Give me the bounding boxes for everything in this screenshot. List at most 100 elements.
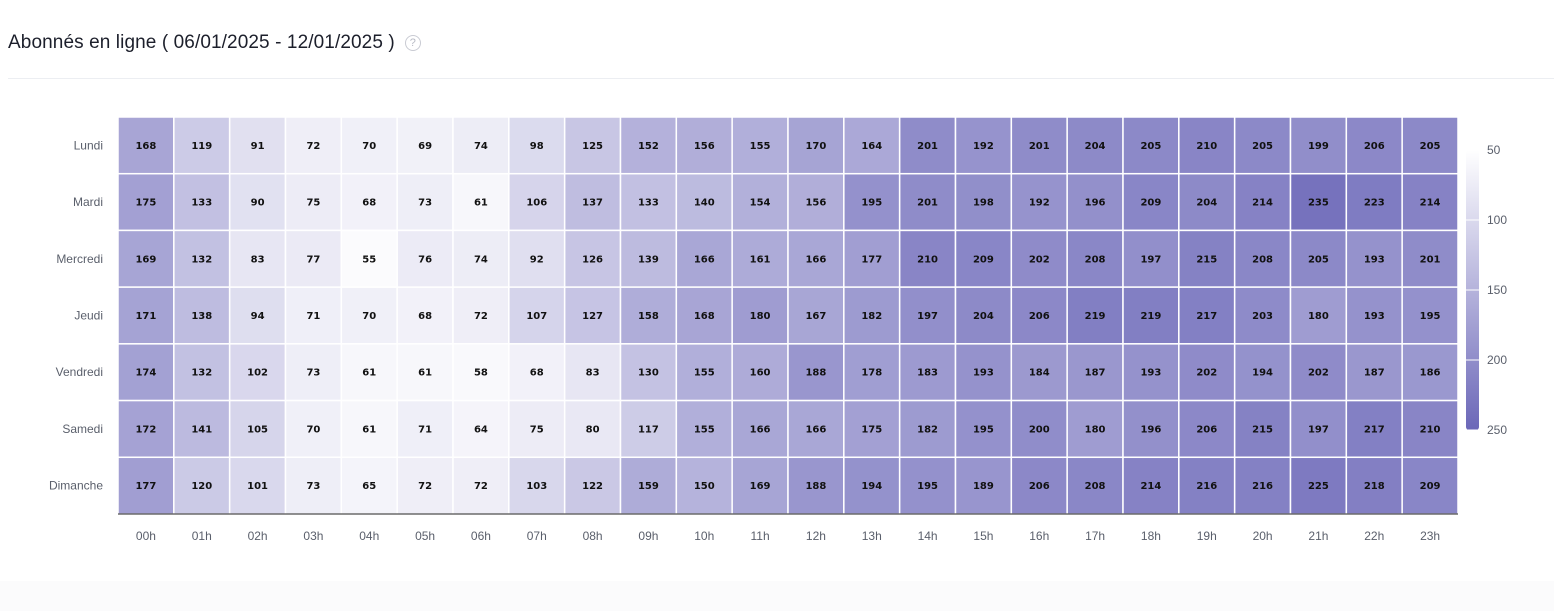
heatmap-cell[interactable]: [1178, 286, 1236, 345]
heatmap-cell[interactable]: [117, 343, 175, 402]
heatmap-cell[interactable]: [563, 286, 622, 345]
heatmap-cell[interactable]: [954, 456, 1013, 515]
heatmap-cell[interactable]: [228, 399, 287, 459]
heatmap-cell[interactable]: [284, 172, 343, 232]
heatmap-cell[interactable]: [898, 343, 957, 402]
heatmap-cell[interactable]: [452, 116, 510, 175]
heatmap-cell[interactable]: [843, 286, 901, 345]
heatmap-cell[interactable]: [117, 456, 175, 515]
heatmap-cell[interactable]: [284, 229, 343, 288]
heatmap-cell[interactable]: [1010, 172, 1068, 232]
heatmap-cell[interactable]: [340, 456, 398, 515]
heatmap-cell[interactable]: [1178, 116, 1236, 175]
heatmap-cell[interactable]: [787, 399, 845, 459]
heatmap-cell[interactable]: [452, 343, 510, 402]
heatmap-cell[interactable]: [1289, 172, 1348, 232]
heatmap-cell[interactable]: [1345, 343, 1403, 402]
heatmap-cell[interactable]: [1289, 343, 1348, 402]
heatmap-cell[interactable]: [1345, 286, 1403, 345]
heatmap-cell[interactable]: [1122, 286, 1180, 345]
heatmap-cell[interactable]: [1345, 172, 1403, 232]
heatmap-cell[interactable]: [954, 399, 1013, 459]
heatmap-cell[interactable]: [1233, 456, 1292, 515]
heatmap-cell[interactable]: [1122, 116, 1180, 175]
heatmap-cell[interactable]: [117, 116, 175, 175]
heatmap-cell[interactable]: [340, 343, 398, 402]
heatmap-cell[interactable]: [619, 456, 678, 515]
heatmap-cell[interactable]: [1233, 286, 1292, 345]
heatmap-cell[interactable]: [1401, 172, 1459, 232]
heatmap-cell[interactable]: [675, 286, 733, 345]
heatmap-cell[interactable]: [396, 172, 454, 232]
heatmap-cell[interactable]: [1233, 343, 1292, 402]
heatmap-cell[interactable]: [173, 399, 231, 459]
heatmap-cell[interactable]: [1178, 172, 1236, 232]
heatmap-cell[interactable]: [619, 343, 678, 402]
heatmap-cell[interactable]: [1401, 286, 1459, 345]
heatmap-cell[interactable]: [117, 399, 175, 459]
heatmap-cell[interactable]: [1010, 456, 1068, 515]
heatmap-cell[interactable]: [898, 456, 957, 515]
heatmap-cell[interactable]: [508, 116, 566, 175]
heatmap-cell[interactable]: [284, 456, 343, 515]
heatmap-cell[interactable]: [173, 343, 231, 402]
heatmap-cell[interactable]: [787, 286, 845, 345]
heatmap-cell[interactable]: [731, 172, 789, 232]
heatmap-cell[interactable]: [508, 229, 566, 288]
heatmap-cell[interactable]: [675, 343, 733, 402]
heatmap-cell[interactable]: [228, 343, 287, 402]
heatmap-cell[interactable]: [396, 399, 454, 459]
heatmap-cell[interactable]: [228, 172, 287, 232]
heatmap-cell[interactable]: [954, 116, 1013, 175]
heatmap-cell[interactable]: [731, 229, 789, 288]
heatmap-cell[interactable]: [898, 286, 957, 345]
heatmap-cell[interactable]: [1010, 229, 1068, 288]
heatmap-cell[interactable]: [731, 343, 789, 402]
heatmap-cell[interactable]: [675, 399, 733, 459]
heatmap-cell[interactable]: [1345, 456, 1403, 515]
heatmap-cell[interactable]: [1401, 229, 1459, 288]
heatmap-cell[interactable]: [1233, 116, 1292, 175]
heatmap-cell[interactable]: [228, 286, 287, 345]
heatmap-cell[interactable]: [1010, 116, 1068, 175]
heatmap-cell[interactable]: [563, 116, 622, 175]
heatmap-cell[interactable]: [173, 229, 231, 288]
heatmap-cell[interactable]: [898, 229, 957, 288]
heatmap-cell[interactable]: [452, 229, 510, 288]
heatmap-cell[interactable]: [173, 172, 231, 232]
heatmap-cell[interactable]: [396, 229, 454, 288]
heatmap-cell[interactable]: [1401, 399, 1459, 459]
heatmap-cell[interactable]: [1010, 399, 1068, 459]
heatmap-cell[interactable]: [173, 456, 231, 515]
heatmap-cell[interactable]: [1401, 116, 1459, 175]
heatmap-cell[interactable]: [117, 229, 175, 288]
heatmap-cell[interactable]: [1233, 399, 1292, 459]
heatmap-cell[interactable]: [898, 116, 957, 175]
heatmap-cell[interactable]: [508, 343, 566, 402]
heatmap-cell[interactable]: [340, 399, 398, 459]
heatmap-cell[interactable]: [675, 229, 733, 288]
heatmap-cell[interactable]: [284, 286, 343, 345]
heatmap-cell[interactable]: [898, 172, 957, 232]
heatmap-cell[interactable]: [1066, 116, 1124, 175]
heatmap-cell[interactable]: [954, 286, 1013, 345]
heatmap-cell[interactable]: [1233, 172, 1292, 232]
help-icon[interactable]: ?: [404, 35, 421, 51]
heatmap-cell[interactable]: [1401, 343, 1459, 402]
heatmap-cell[interactable]: [340, 286, 398, 345]
heatmap-cell[interactable]: [508, 286, 566, 345]
heatmap-cell[interactable]: [619, 172, 678, 232]
heatmap-cell[interactable]: [787, 343, 845, 402]
heatmap-cell[interactable]: [1289, 399, 1348, 459]
heatmap-cell[interactable]: [563, 172, 622, 232]
heatmap-cell[interactable]: [1066, 343, 1124, 402]
heatmap-cell[interactable]: [1066, 456, 1124, 515]
heatmap-cell[interactable]: [173, 116, 231, 175]
heatmap-cell[interactable]: [563, 399, 622, 459]
heatmap-cell[interactable]: [1289, 456, 1348, 515]
heatmap-cell[interactable]: [619, 286, 678, 345]
heatmap-cell[interactable]: [1122, 343, 1180, 402]
heatmap-cell[interactable]: [396, 456, 454, 515]
heatmap-cell[interactable]: [117, 286, 175, 345]
heatmap-cell[interactable]: [619, 229, 678, 288]
